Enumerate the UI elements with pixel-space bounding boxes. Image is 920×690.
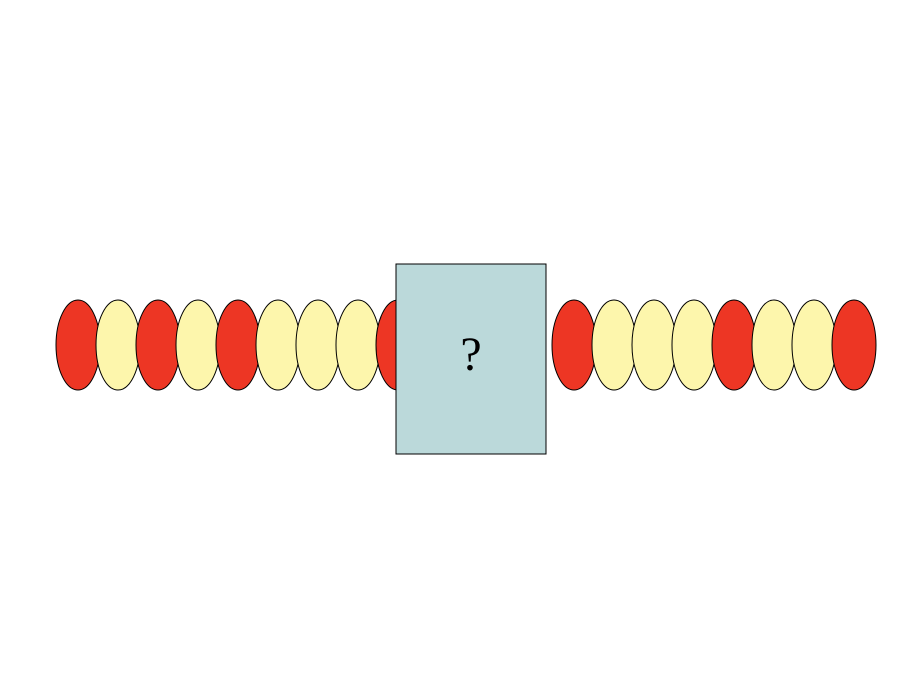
- right-chain-bead-7: [832, 300, 876, 390]
- right-chain-bead-1: [592, 300, 636, 390]
- left-chain-bead-2: [136, 300, 180, 390]
- right-chain-bead-4: [712, 300, 756, 390]
- left-chain-bead-1: [96, 300, 140, 390]
- left-chain-bead-5: [256, 300, 300, 390]
- right-chain-bead-5: [752, 300, 796, 390]
- left-chain-bead-4: [216, 300, 260, 390]
- right-chain-bead-3: [672, 300, 716, 390]
- left-chain-bead-0: [56, 300, 100, 390]
- left-chain-bead-6: [296, 300, 340, 390]
- right-chain-bead-0: [552, 300, 596, 390]
- left-chain-bead-3: [176, 300, 220, 390]
- mystery-box-label: ?: [460, 328, 481, 381]
- right-chain-bead-6: [792, 300, 836, 390]
- diagram-canvas: ?: [0, 0, 920, 690]
- left-chain-bead-7: [336, 300, 380, 390]
- right-chain-bead-2: [632, 300, 676, 390]
